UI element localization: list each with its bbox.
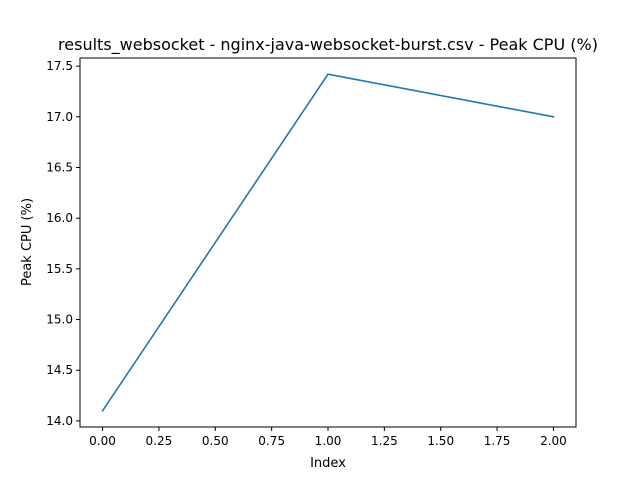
y-tick-label: 15.0 (46, 313, 73, 327)
x-tick-label: 0.50 (202, 434, 229, 448)
y-tick-label: 17.0 (46, 110, 73, 124)
x-tick-label: 1.00 (315, 434, 342, 448)
x-tick-label: 1.75 (484, 434, 511, 448)
y-tick-label: 16.5 (46, 160, 73, 174)
chart-title: results_websocket - nginx-java-websocket… (58, 35, 598, 55)
y-axis-label: Peak CPU (%) (20, 198, 35, 286)
y-tick-label: 14.5 (46, 363, 73, 377)
x-tick-label: 2.00 (540, 434, 567, 448)
y-tick-label: 15.5 (46, 262, 73, 276)
y-tick-label: 14.0 (46, 414, 73, 428)
y-tick-label: 17.5 (46, 59, 73, 73)
series-line-0 (101, 73, 555, 412)
x-tick-label: 0.00 (89, 434, 116, 448)
x-tick-label: 1.25 (371, 434, 398, 448)
x-tick-label: 1.50 (427, 434, 454, 448)
x-tick-label: 0.75 (258, 434, 285, 448)
plot-area: 0.00 0.25 0.50 0.75 1.00 1.25 1.50 1.75 2.00 14.0… (46, 57, 577, 448)
x-tick-label: 0.25 (146, 434, 173, 448)
x-axis-label: Index (310, 456, 346, 471)
y-tick-label: 16.0 (46, 211, 73, 225)
